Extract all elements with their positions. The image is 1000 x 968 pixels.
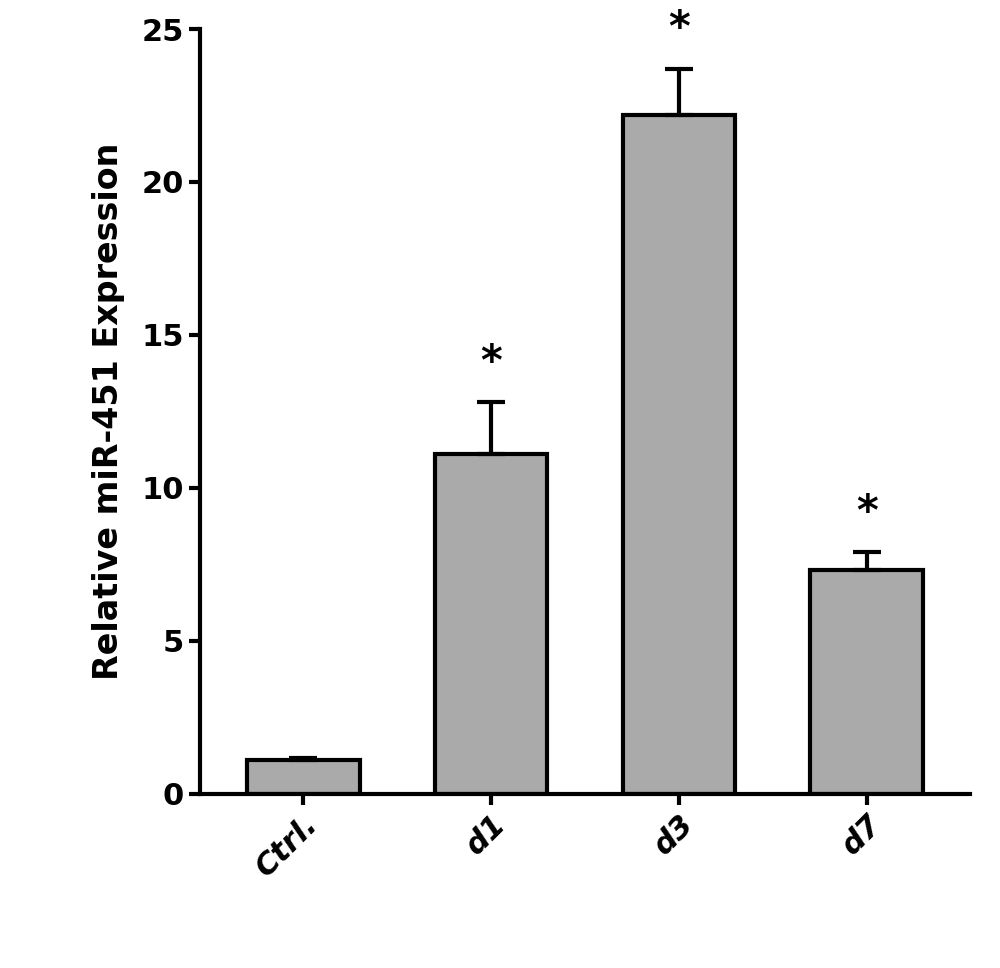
Bar <box>810 570 923 794</box>
Bar <box>623 114 735 794</box>
Text: *: * <box>480 342 502 384</box>
Text: *: * <box>856 492 878 533</box>
Y-axis label: Relative miR-451 Expression: Relative miR-451 Expression <box>92 142 125 681</box>
Text: *: * <box>668 9 690 50</box>
Bar <box>435 454 547 794</box>
Bar <box>247 760 360 794</box>
